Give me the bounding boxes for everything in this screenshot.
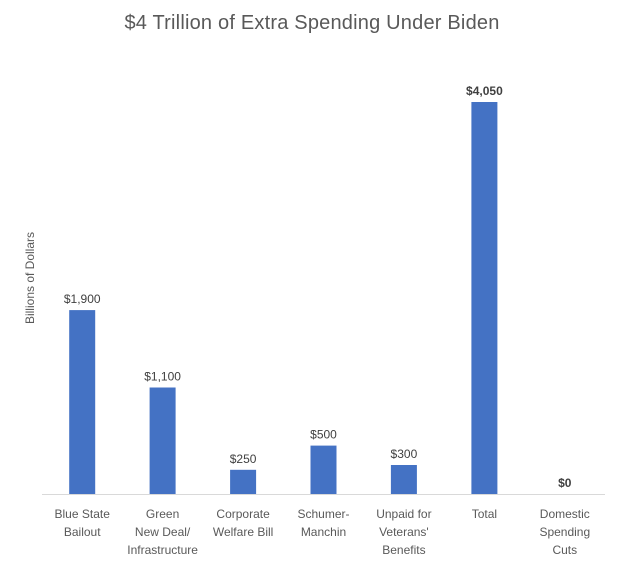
bar-1 bbox=[149, 387, 176, 494]
data-label-2: $250 bbox=[230, 452, 257, 466]
category-label-2-line-0: Corporate bbox=[216, 507, 270, 521]
data-label-6: $0 bbox=[558, 476, 572, 490]
bar-2 bbox=[230, 469, 257, 494]
category-label-2: Corporate Welfare Bill bbox=[213, 507, 273, 539]
category-label-2-line-1: Welfare Bill bbox=[213, 525, 273, 539]
category-label-3: Schumer- Manchin bbox=[297, 507, 349, 539]
bar-3 bbox=[310, 445, 337, 494]
category-label-4: Unpaid for Veterans' Benefits bbox=[376, 507, 431, 557]
category-label-6-line-2: Cuts bbox=[552, 543, 577, 557]
category-label-4-line-2: Benefits bbox=[382, 543, 425, 557]
category-label-6: Domestic Spending Cuts bbox=[539, 507, 590, 557]
chart-title: $4 Trillion of Extra Spending Under Bide… bbox=[124, 12, 500, 34]
category-label-4-line-0: Unpaid for bbox=[376, 507, 431, 521]
category-label-0: Blue State Bailout bbox=[55, 507, 111, 539]
category-label-4-line-1: Veterans' bbox=[379, 525, 429, 539]
category-label-3-line-1: Manchin bbox=[301, 525, 346, 539]
data-label-3: $500 bbox=[310, 428, 337, 442]
category-label-5-line-0: Total bbox=[472, 507, 497, 521]
category-label-0-line-1: Bailout bbox=[64, 525, 101, 539]
category-label-1-line-0: Green bbox=[146, 507, 179, 521]
bar-0 bbox=[69, 310, 96, 494]
category-label-1-line-1: New Deal/ bbox=[135, 525, 191, 539]
category-label-6-line-0: Domestic bbox=[540, 507, 590, 521]
data-label-0: $1,900 bbox=[64, 292, 101, 306]
bar-5 bbox=[471, 102, 498, 494]
bar-4 bbox=[390, 465, 417, 494]
data-label-4: $300 bbox=[391, 447, 418, 461]
data-label-1: $1,100 bbox=[144, 370, 181, 384]
category-label-0-line-0: Blue State bbox=[55, 507, 111, 521]
category-label-3-line-0: Schumer- bbox=[297, 507, 349, 521]
category-label-6-line-1: Spending bbox=[539, 525, 590, 539]
category-label-5: Total bbox=[472, 507, 497, 521]
category-label-1-line-2: Infrastructure bbox=[127, 543, 198, 557]
category-label-1: Green New Deal/Infrastructure bbox=[127, 507, 198, 557]
data-label-5: $4,050 bbox=[466, 84, 503, 98]
